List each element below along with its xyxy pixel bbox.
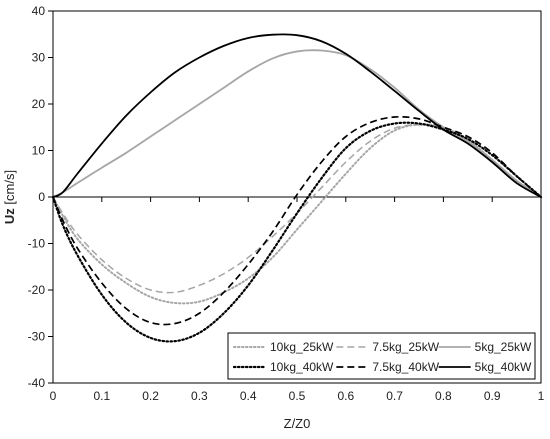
y-tick-label: 0	[38, 190, 45, 204]
y-tick-label: -10	[28, 237, 46, 251]
x-tick-labels: 0 0.1 0.2 0.3 0.4 0.5 0.6 0.7 0.8 0.9 1	[50, 389, 545, 403]
y-tick-label: -20	[28, 283, 46, 297]
series-line-7.5kg_40kW	[52, 115, 542, 326]
plot-series	[51, 33, 543, 343]
y-tick-label: 10	[32, 144, 46, 158]
x-tick-label: 0.6	[337, 389, 354, 403]
y-tick-label: 40	[32, 4, 46, 18]
y-axis-title-unit: [cm/s]	[2, 170, 17, 208]
x-tick-label: 0.5	[289, 389, 306, 403]
x-tick-label: 0.8	[435, 389, 452, 403]
x-tick-label: 0.7	[386, 389, 403, 403]
y-tick-label: -40	[28, 376, 46, 390]
legend-box	[227, 332, 536, 380]
series-line-5kg_40kW	[52, 33, 542, 198]
x-tick-label: 0	[50, 389, 57, 403]
legend: 10kg_25kW 7.5kg_25kW 5kg_25kW 10kg_40kW 7.5k…	[227, 332, 536, 380]
series-line-10kg_40kW	[51, 121, 543, 343]
y-tick-label: 20	[32, 97, 46, 111]
x-axis-title: Z/Z0	[284, 416, 311, 431]
y-axis-title: Uz [cm/s]	[2, 170, 17, 224]
y-axis-title-symbol: Uz	[2, 208, 17, 224]
x-tick-label: 1	[538, 389, 545, 403]
x-tick-label: 0.4	[240, 389, 257, 403]
legend-label: 10kg_40kW	[270, 360, 334, 374]
y-tick-labels: -40 -30 -20 -10 0 10 20 30 40	[28, 4, 46, 390]
legend-label: 10kg_25kW	[270, 340, 334, 354]
legend-label: 7.5kg_25kW	[372, 340, 439, 354]
x-tick-label: 0.3	[191, 389, 208, 403]
y-tick-label: -30	[28, 330, 46, 344]
legend-label: 5kg_40kW	[475, 360, 532, 374]
legend-label: 5kg_25kW	[475, 340, 532, 354]
y-tick-label: 30	[32, 51, 46, 65]
x-tick-label: 0.9	[484, 389, 501, 403]
x-tick-label: 0.2	[142, 389, 159, 403]
legend-label: 7.5kg_40kW	[372, 360, 439, 374]
x-tick-label: 0.1	[93, 389, 110, 403]
